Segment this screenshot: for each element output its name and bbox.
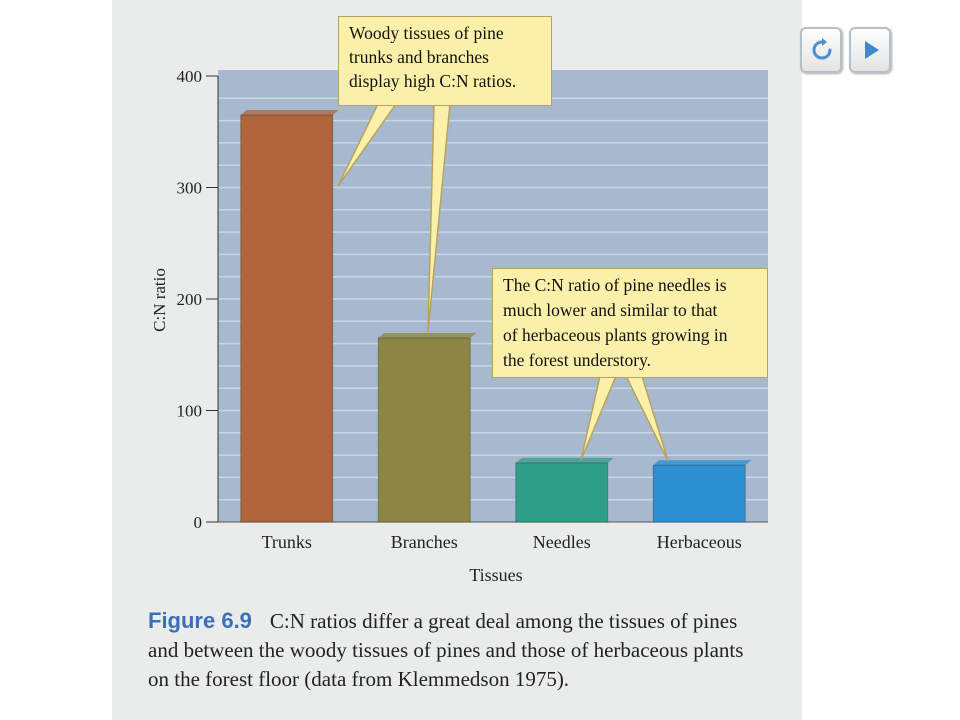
callout-line: The C:N ratio of pine needles is <box>503 275 727 295</box>
y-tick-label: 300 <box>177 179 203 198</box>
caption-text: C:N ratios differ a great deal among the… <box>148 609 744 691</box>
x-tick-label: Herbaceous <box>657 532 742 552</box>
next-button[interactable] <box>849 27 891 73</box>
play-next-icon <box>865 41 879 59</box>
callout-line: much lower and similar to that <box>503 300 718 320</box>
x-tick-label: Needles <box>533 532 591 552</box>
figure-label: Figure 6.9 <box>148 608 252 633</box>
y-axis-title: C:N ratio <box>150 268 169 332</box>
figure-caption: Figure 6.9 C:N ratios differ a great deal… <box>148 606 768 694</box>
callout-line: of herbaceous plants growing in <box>503 325 728 345</box>
callout-line: Woody tissues of pine <box>349 23 504 43</box>
callout-line: display high C:N ratios. <box>349 71 517 91</box>
bar-needles <box>515 462 609 523</box>
needles-callout: The C:N ratio of pine needles is much lo… <box>492 268 768 378</box>
bar-top-needles <box>515 457 614 463</box>
bar-top-branches <box>378 333 477 339</box>
bar-top-herbaceous <box>653 460 752 466</box>
y-tick-label: 400 <box>177 67 203 86</box>
bar-trunks <box>240 114 334 523</box>
x-tick-label: Trunks <box>262 532 312 552</box>
bar-herbaceous <box>652 464 746 523</box>
callout-line: the forest understory. <box>503 350 652 370</box>
callout-line: trunks and branches <box>349 47 489 67</box>
bar-top-trunks <box>240 110 339 116</box>
woody-callout-pointer-branches <box>427 103 451 333</box>
replay-button[interactable] <box>800 27 842 73</box>
woody-callout-pointer-trunks <box>337 103 398 187</box>
y-tick-label: 0 <box>194 513 203 532</box>
y-tick-label: 200 <box>177 290 203 309</box>
y-tick-label: 100 <box>177 402 203 421</box>
x-axis-title: Tissues <box>469 565 522 585</box>
bar-branches <box>377 337 471 523</box>
x-tick-label: Branches <box>391 532 458 552</box>
woody-tissue-callout: Woody tissues of pine trunks and branche… <box>338 16 552 106</box>
replay-icon <box>812 38 832 60</box>
